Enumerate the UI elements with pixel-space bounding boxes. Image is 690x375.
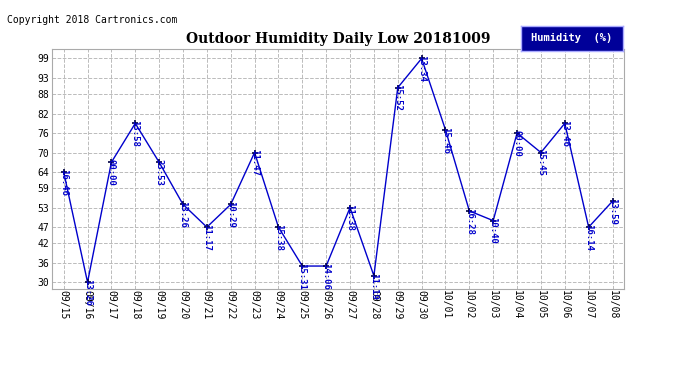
Text: 16:14: 16:14 <box>584 224 593 251</box>
Text: 15:52: 15:52 <box>393 84 402 111</box>
Title: Outdoor Humidity Daily Low 20181009: Outdoor Humidity Daily Low 20181009 <box>186 32 491 46</box>
Text: 11:38: 11:38 <box>345 204 355 231</box>
Text: Humidity  (%): Humidity (%) <box>531 33 613 44</box>
Text: 15:45: 15:45 <box>536 149 545 176</box>
Text: 23:53: 23:53 <box>155 159 164 186</box>
Text: Copyright 2018 Cartronics.com: Copyright 2018 Cartronics.com <box>7 15 177 25</box>
Text: 15:38: 15:38 <box>274 224 283 251</box>
Text: 11:47: 11:47 <box>250 149 259 176</box>
Text: 11:17: 11:17 <box>202 224 211 251</box>
Text: 10:40: 10:40 <box>489 217 497 244</box>
Text: 15:46: 15:46 <box>441 127 450 153</box>
Text: 15:31: 15:31 <box>297 263 306 290</box>
Text: 10:29: 10:29 <box>226 201 235 228</box>
Text: 13:58: 13:58 <box>130 120 139 147</box>
Text: 13:46: 13:46 <box>560 120 569 147</box>
Text: 00:00: 00:00 <box>513 130 522 157</box>
Text: 13:34: 13:34 <box>417 55 426 82</box>
Text: 14:06: 14:06 <box>322 263 331 290</box>
Text: 11:19: 11:19 <box>369 273 378 299</box>
Text: 13:26: 13:26 <box>83 279 92 306</box>
Text: 13:59: 13:59 <box>608 198 617 225</box>
Text: 16:28: 16:28 <box>464 208 473 234</box>
Text: 13:26: 13:26 <box>178 201 187 228</box>
Text: 00:00: 00:00 <box>107 159 116 186</box>
Text: 16:46: 16:46 <box>59 169 68 196</box>
